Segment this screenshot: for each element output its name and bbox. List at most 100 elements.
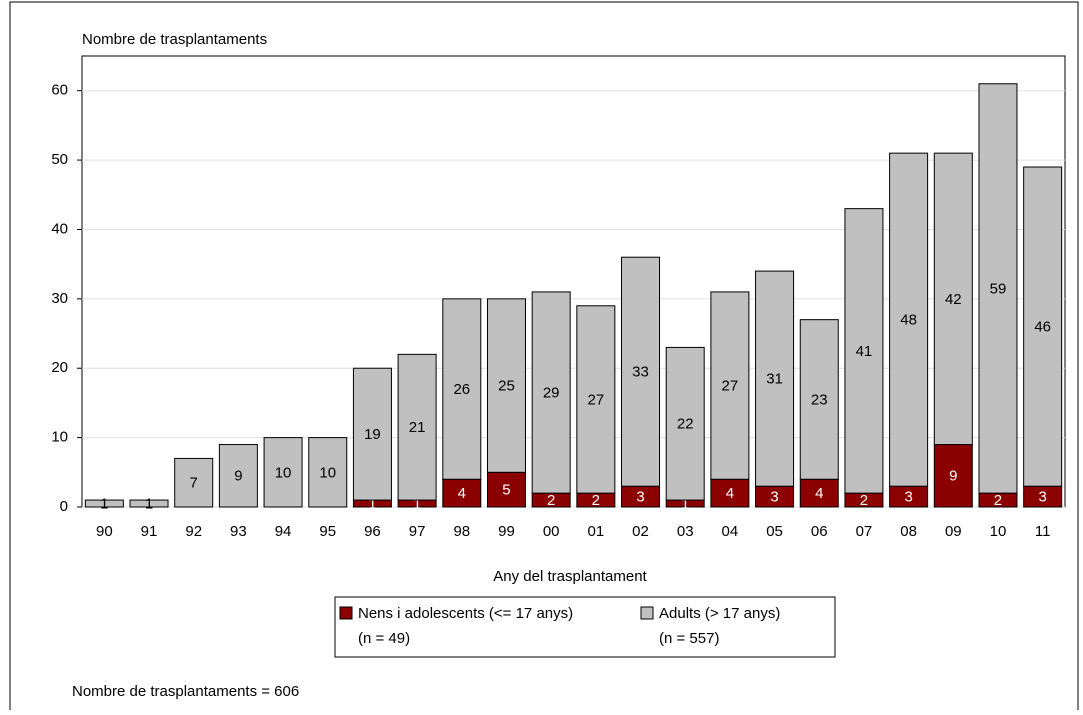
x-tick-label: 93 bbox=[230, 523, 247, 540]
x-tick-label: 10 bbox=[990, 523, 1007, 540]
x-tick-label: 08 bbox=[900, 523, 917, 540]
data-label: 2 bbox=[860, 492, 868, 509]
bar-segment bbox=[665, 346, 705, 501]
x-tick-label: 11 bbox=[1035, 523, 1051, 540]
data-label: 21 bbox=[409, 419, 426, 436]
bar-segment bbox=[1023, 166, 1063, 487]
bar-segment bbox=[755, 270, 795, 487]
x-tick-label: 07 bbox=[856, 523, 873, 540]
data-label: 1 bbox=[145, 495, 153, 512]
data-label: 19 bbox=[364, 426, 381, 443]
data-label: 2 bbox=[547, 492, 555, 509]
frame bbox=[9, 1, 1079, 715]
x-tick-label: 98 bbox=[453, 523, 470, 540]
bar-segment bbox=[442, 478, 482, 508]
bar-segment bbox=[933, 444, 973, 508]
data-label: 3 bbox=[904, 489, 912, 506]
data-label: 27 bbox=[587, 391, 604, 408]
y-tick-label: 10 bbox=[51, 429, 68, 446]
bar-segment bbox=[844, 208, 884, 494]
x-tick-label: 05 bbox=[766, 523, 783, 540]
data-label: 27 bbox=[722, 378, 739, 395]
data-label: 59 bbox=[990, 280, 1007, 297]
data-label: 9 bbox=[234, 468, 242, 485]
data-label: 4 bbox=[726, 485, 734, 502]
data-label: 3 bbox=[1038, 489, 1046, 506]
x-tick-label: 96 bbox=[364, 523, 381, 540]
bar-segment bbox=[129, 499, 169, 508]
legend-count: (n = 557) bbox=[659, 630, 719, 647]
x-axis-title: Any del trasplantament bbox=[493, 568, 647, 585]
x-tick-label: 06 bbox=[811, 523, 828, 540]
data-label: 2 bbox=[592, 492, 600, 509]
bar-segment bbox=[978, 83, 1018, 494]
x-tick-label: 95 bbox=[319, 523, 336, 540]
data-label: 3 bbox=[770, 489, 778, 506]
data-label: 1 bbox=[413, 495, 421, 512]
legend-swatch bbox=[640, 606, 654, 620]
bar-segment bbox=[799, 319, 839, 480]
data-label: 1 bbox=[100, 495, 108, 512]
data-label: 29 bbox=[543, 384, 560, 401]
data-label: 41 bbox=[856, 343, 873, 360]
bar-segment bbox=[486, 471, 526, 508]
data-label: 1 bbox=[368, 495, 376, 512]
data-label: 10 bbox=[275, 464, 292, 481]
data-label: 46 bbox=[1034, 319, 1051, 336]
x-tick-label: 92 bbox=[185, 523, 202, 540]
y-tick-label: 40 bbox=[51, 220, 68, 237]
bar-segment bbox=[84, 499, 124, 508]
bar-segment bbox=[576, 305, 616, 494]
data-label: 4 bbox=[815, 485, 823, 502]
x-tick-label: 00 bbox=[543, 523, 560, 540]
y-tick-label: 20 bbox=[51, 359, 68, 376]
bar-segment bbox=[263, 437, 303, 508]
y-tick-label: 60 bbox=[51, 82, 68, 99]
x-tick-label: 97 bbox=[409, 523, 426, 540]
x-tick-label: 90 bbox=[96, 523, 113, 540]
data-label: 4 bbox=[458, 485, 466, 502]
legend-swatch bbox=[339, 606, 353, 620]
bar-segment bbox=[933, 152, 973, 446]
data-label: 26 bbox=[453, 381, 470, 398]
x-tick-label: 01 bbox=[587, 523, 604, 540]
x-tick-label: 02 bbox=[632, 523, 649, 540]
legend-label: Adults (> 17 anys) bbox=[659, 605, 780, 622]
bar-segment bbox=[397, 353, 437, 501]
bar-segment bbox=[442, 298, 482, 480]
y-tick-label: 50 bbox=[51, 151, 68, 168]
data-label: 5 bbox=[502, 482, 510, 499]
legend-label: Nens i adolescents (<= 17 anys) bbox=[358, 605, 573, 622]
data-label: 1 bbox=[681, 495, 689, 512]
bar-segment bbox=[531, 291, 571, 494]
bar-segment bbox=[352, 367, 392, 501]
x-tick-label: 91 bbox=[141, 523, 158, 540]
y-tick-label: 0 bbox=[60, 498, 68, 515]
bar-segment bbox=[174, 457, 214, 508]
data-label: 9 bbox=[949, 468, 957, 485]
data-label: 48 bbox=[900, 312, 917, 329]
data-label: 7 bbox=[190, 475, 198, 492]
bar-segment bbox=[710, 478, 750, 508]
data-label: 10 bbox=[319, 464, 336, 481]
x-tick-label: 99 bbox=[498, 523, 515, 540]
data-label: 31 bbox=[766, 371, 783, 388]
bar-segment bbox=[889, 152, 929, 487]
bar-segment bbox=[218, 444, 258, 508]
y-axis-title: Nombre de trasplantaments bbox=[82, 31, 267, 48]
data-label: 33 bbox=[632, 364, 649, 381]
bar-segment bbox=[621, 256, 661, 487]
bar-segment bbox=[486, 298, 526, 473]
x-tick-label: 09 bbox=[945, 523, 962, 540]
data-label: 23 bbox=[811, 391, 828, 408]
footnote: Nombre de trasplantaments = 606 bbox=[72, 683, 299, 700]
data-label: 25 bbox=[498, 378, 515, 395]
legend-box bbox=[334, 596, 836, 658]
x-tick-label: 03 bbox=[677, 523, 694, 540]
legend-count: (n = 49) bbox=[358, 630, 410, 647]
bar-segment bbox=[710, 291, 750, 480]
data-label: 2 bbox=[994, 492, 1002, 509]
data-label: 42 bbox=[945, 291, 962, 308]
x-tick-label: 94 bbox=[275, 523, 292, 540]
